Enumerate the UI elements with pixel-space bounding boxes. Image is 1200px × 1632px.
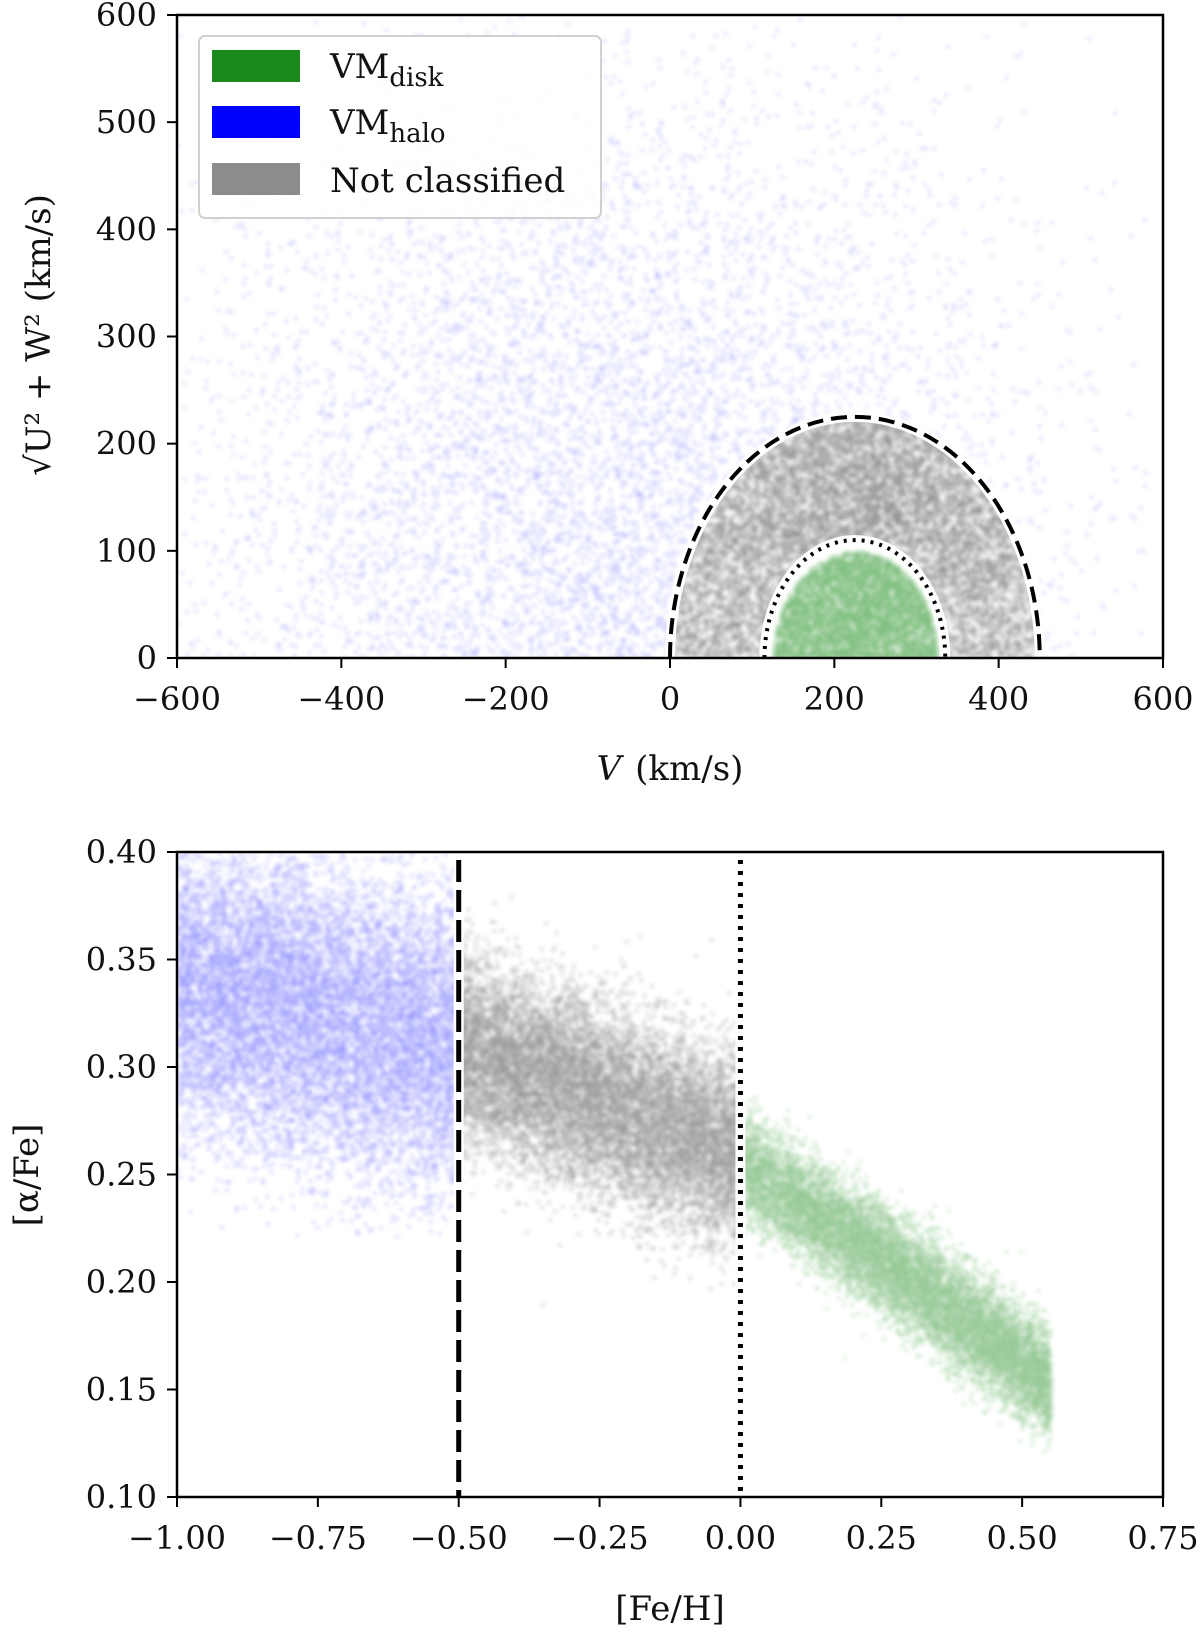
top-ytick-label: 400 xyxy=(96,210,157,248)
top-ytick-label: 300 xyxy=(96,318,157,356)
top-boundary-dashed xyxy=(668,414,1042,659)
bottom-xtick-label: −0.25 xyxy=(551,1519,649,1557)
bottom-y-ticks: 0.10 0.15 0.20 0.25 0.30 0.35 0.40 xyxy=(86,833,177,1516)
bottom-x-axis-label: [Fe/H] xyxy=(615,1589,725,1629)
top-y-axis-label: √U² + W² (km/s) xyxy=(19,194,59,476)
top-scatter-points xyxy=(177,15,1163,658)
bottom-ytick-label: 0.15 xyxy=(86,1371,157,1409)
bottom-xtick-label: −0.75 xyxy=(269,1519,367,1557)
top-ytick-label: 0 xyxy=(137,639,157,677)
top-xtick-label: 400 xyxy=(968,680,1029,718)
bottom-xtick-label: −1.00 xyxy=(128,1519,226,1557)
top-xtick-label: −400 xyxy=(297,680,385,718)
bottom-ytick-label: 0.40 xyxy=(86,833,157,871)
top-ytick-label: 100 xyxy=(96,532,157,570)
bottom-x-ticks: −1.00 −0.75 −0.50 −0.25 0.00 0.25 0.50 0.75 xyxy=(128,1497,1199,1557)
bottom-y-axis-label: [α/Fe] xyxy=(7,1124,47,1227)
top-ytick-label: 600 xyxy=(96,0,157,34)
bottom-plot-area xyxy=(177,852,1053,1454)
bottom-scatter-points xyxy=(177,852,1053,1454)
legend-swatch-halo xyxy=(212,106,300,138)
bottom-disk-cloud xyxy=(740,1095,1053,1454)
bottom-boundary-lines xyxy=(453,860,746,1497)
not-classified-cloud-marks xyxy=(670,417,1042,658)
bottom-xtick-label: 0.75 xyxy=(1127,1519,1198,1557)
legend: VMdisk VMhalo Not classified xyxy=(198,35,602,219)
disk-cloud-marks xyxy=(772,551,939,658)
top-x-ticks: −600 −400 −200 0 200 400 600 xyxy=(133,658,1194,718)
top-xtick-label: 0 xyxy=(660,680,680,718)
bottom-xtick-label: 0.25 xyxy=(846,1519,917,1557)
legend-label-halo: VMhalo xyxy=(329,103,446,149)
not-classified-cloud xyxy=(670,417,1042,658)
top-boundary-curves xyxy=(665,411,1045,659)
top-xtick-label: −200 xyxy=(462,680,550,718)
bottom-halo-cloud xyxy=(177,852,461,1238)
disk-cloud xyxy=(772,551,939,658)
bottom-disk-cloud-marks xyxy=(740,1095,1053,1454)
top-y-ticks: 0 100 200 300 400 500 600 xyxy=(96,0,177,677)
bottom-xtick-label: 0.00 xyxy=(705,1519,776,1557)
top-plot-area xyxy=(177,15,1163,658)
bottom-ytick-label: 0.30 xyxy=(86,1048,157,1086)
bottom-ytick-label: 0.35 xyxy=(86,941,157,979)
legend-swatch-disk xyxy=(212,50,300,82)
top-ytick-label: 500 xyxy=(96,103,157,141)
top-xtick-label: −600 xyxy=(133,680,221,718)
top-ytick-label: 200 xyxy=(96,425,157,463)
legend-label-not-classified: Not classified xyxy=(330,161,565,201)
bottom-xtick-label: 0.50 xyxy=(987,1519,1058,1557)
legend-label-disk: VMdisk xyxy=(329,47,444,93)
bottom-ytick-label: 0.20 xyxy=(86,1263,157,1301)
bottom-panel: −1.00 −0.75 −0.50 −0.25 0.00 0.25 0.50 0.75 0.1… xyxy=(7,833,1199,1629)
bottom-not-classified-cloud-marks xyxy=(458,895,743,1307)
top-xtick-label: 200 xyxy=(804,680,865,718)
bottom-ytick-label: 0.10 xyxy=(86,1478,157,1516)
top-panel: −600 −400 −200 0 200 400 600 0 100 200 300 400 500 6… xyxy=(19,0,1194,789)
top-xtick-label: 600 xyxy=(1132,680,1193,718)
bottom-xtick-label: −0.50 xyxy=(410,1519,508,1557)
bottom-not-classified-cloud xyxy=(458,895,743,1307)
top-x-axis-label: V (km/s) xyxy=(597,749,744,789)
top-boundary-dotted xyxy=(762,538,948,659)
bottom-ytick-label: 0.25 xyxy=(86,1156,157,1194)
bottom-halo-cloud-marks xyxy=(177,852,461,1238)
legend-swatch-not-classified xyxy=(212,163,300,195)
